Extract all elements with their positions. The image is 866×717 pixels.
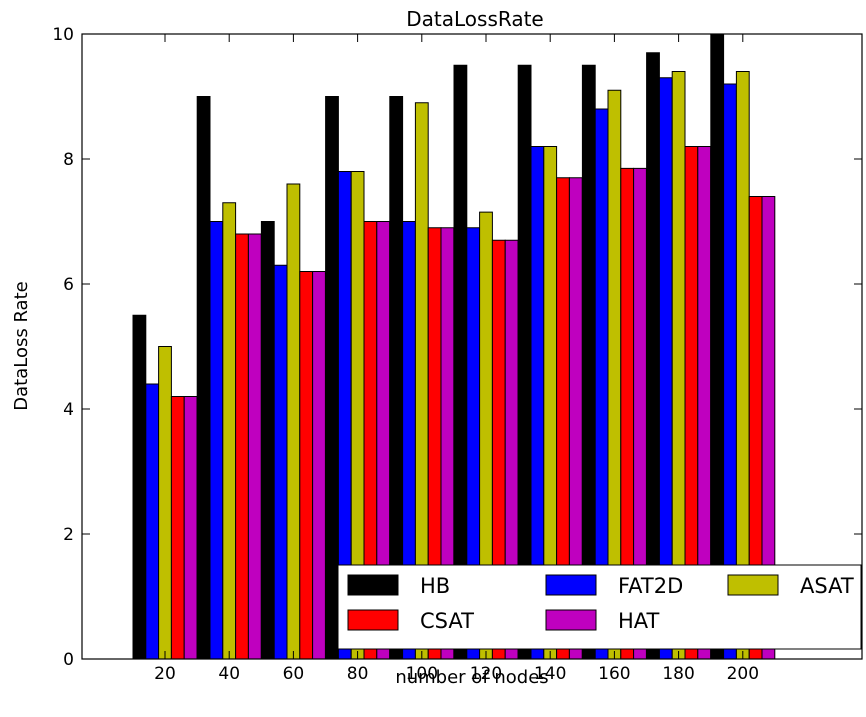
bar-hb-60 (260, 221, 275, 660)
bar-fat2d-20 (145, 383, 160, 660)
axes-layer: 0 2 4 6 8 10 20 40 60 80 100 120 140 160 180 200 (52, 25, 863, 684)
x-tick-label: 200 (727, 664, 759, 684)
x-tick-label: 60 (283, 664, 305, 684)
bar-hb-20 (132, 314, 147, 660)
legend-swatch-asat (727, 574, 779, 596)
legend-swatch-fat2d (545, 574, 597, 596)
x-tick-label: 160 (598, 664, 630, 684)
y-tick-label: 0 (63, 650, 74, 670)
legend-label-asat: ASAT (800, 574, 854, 598)
legend-label-fat2d: FAT2D (618, 574, 683, 598)
bar-fat2d-60 (273, 264, 288, 660)
bar-csat-40 (235, 233, 249, 660)
x-axis-label: number of nodes (395, 667, 548, 688)
bar-asat-20 (158, 346, 172, 660)
y-tick-label: 8 (63, 150, 74, 170)
x-tick-label: 120 (470, 664, 502, 684)
bar-asat-60 (286, 183, 301, 660)
bar-asat-40 (222, 202, 237, 660)
bar-csat-20 (170, 396, 185, 660)
y-tick-label: 2 (63, 525, 74, 545)
bar-hb-80 (325, 96, 339, 660)
x-tick-label: 80 (347, 664, 369, 684)
y-axis-label: DataLoss Rate (11, 281, 32, 410)
y-tick-label: 4 (63, 400, 74, 420)
legend-swatch-hat (545, 609, 597, 631)
x-tick-label: 40 (218, 664, 240, 684)
bar-hb-40 (196, 96, 211, 660)
bar-csat-60 (299, 271, 314, 660)
chart-title: DataLossRate (406, 7, 543, 31)
bar-hat-40 (247, 233, 262, 660)
y-tick-label: 10 (52, 25, 74, 45)
plot-frame (81, 33, 863, 660)
legend-label-hat: HAT (618, 609, 660, 633)
x-tick-label: 20 (154, 664, 176, 684)
legend-label-csat: CSAT (420, 609, 474, 633)
legend-label-hb: HB (420, 574, 450, 598)
bar-hat-20 (183, 396, 198, 660)
bar-fat2d-40 (209, 221, 224, 660)
y-tick-label: 6 (63, 275, 74, 295)
bar-hat-60 (312, 271, 326, 660)
x-tick-label: 180 (662, 664, 694, 684)
legend-swatch-csat (347, 609, 399, 631)
legend-swatch-hb (347, 574, 399, 596)
x-tick-label: 100 (406, 664, 438, 684)
x-tick-label: 140 (534, 664, 566, 684)
legend: HB FAT2D ASAT CSAT HAT (337, 564, 862, 650)
legend-box (337, 564, 862, 650)
